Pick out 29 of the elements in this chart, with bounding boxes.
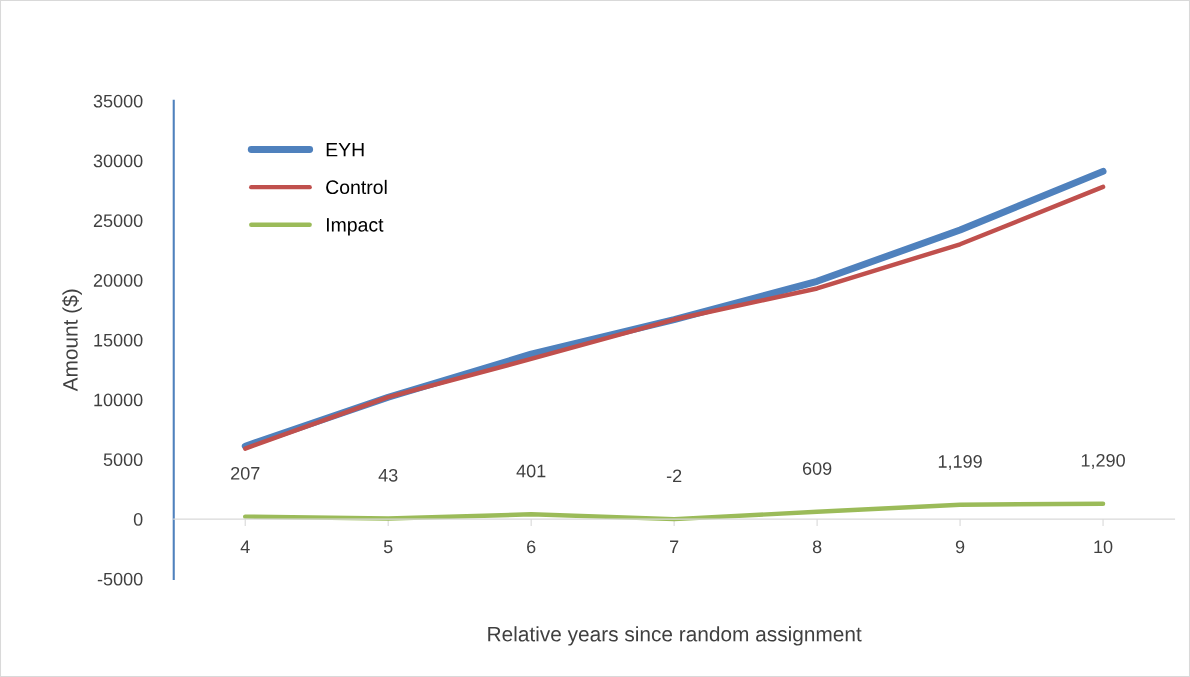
data-label: 609 [802, 462, 832, 475]
y-tick-label: -5000 [97, 572, 143, 586]
y-tick-label: 10000 [94, 393, 143, 407]
legend-label: Control [326, 179, 387, 195]
legend-label: EYH [326, 142, 364, 157]
x-tick-label: 5 [383, 540, 393, 554]
x-tick-label: 8 [812, 540, 822, 554]
data-label: 43 [378, 468, 398, 482]
line-series [243, 501, 1106, 522]
data-label: 401 [516, 464, 546, 478]
y-tick-label: 15000 [94, 333, 143, 347]
data-label: 207 [231, 466, 260, 480]
y-tick-label: 0 [133, 513, 143, 526]
x-tick-label: 7 [670, 540, 679, 554]
legend-label: Impact [326, 218, 384, 236]
y-tick-label: 25000 [93, 214, 143, 228]
x-axis-title: Relative years since random assignment [488, 626, 862, 646]
y-tick-label: 5000 [103, 453, 143, 467]
x-tick-label: 10 [1094, 540, 1113, 554]
y-axis-title: Amount ($) [62, 289, 82, 392]
x-tick-label: 6 [527, 540, 536, 554]
x-tick-label: 9 [955, 540, 965, 554]
data-label: 1,290 [1081, 453, 1125, 469]
data-label: -2 [666, 469, 682, 483]
y-tick-label: 30000 [93, 154, 143, 168]
y-tick-label: 20000 [93, 274, 143, 287]
data-label: 1,199 [938, 455, 982, 470]
x-tick-label: 4 [240, 540, 250, 554]
y-tick-label: 35000 [93, 94, 143, 108]
